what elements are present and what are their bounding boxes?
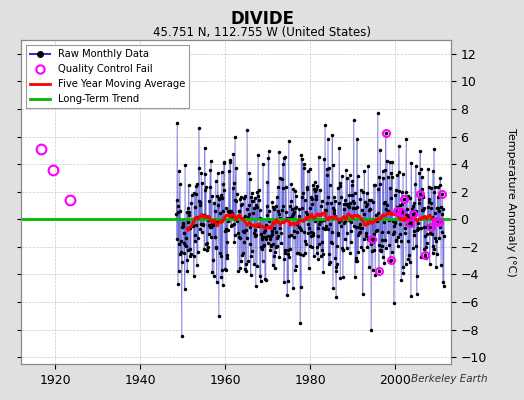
Text: 45.751 N, 112.755 W (United States): 45.751 N, 112.755 W (United States): [153, 26, 371, 39]
Text: DIVIDE: DIVIDE: [230, 10, 294, 28]
Legend: Raw Monthly Data, Quality Control Fail, Five Year Moving Average, Long-Term Tren: Raw Monthly Data, Quality Control Fail, …: [26, 45, 189, 108]
Y-axis label: Temperature Anomaly (°C): Temperature Anomaly (°C): [506, 128, 516, 276]
Text: Berkeley Earth: Berkeley Earth: [411, 374, 487, 384]
